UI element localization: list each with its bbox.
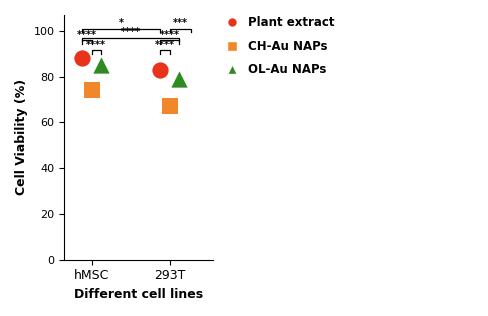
Text: ***: *** — [172, 18, 187, 28]
X-axis label: Different cell lines: Different cell lines — [74, 288, 203, 301]
Text: ****: **** — [159, 30, 179, 40]
Y-axis label: Cell Viability (%): Cell Viability (%) — [15, 79, 28, 195]
Text: ****: **** — [86, 40, 106, 50]
Text: ****: **** — [77, 30, 97, 40]
Point — [97, 63, 104, 68]
Point — [78, 56, 86, 61]
Text: *: * — [119, 18, 123, 28]
Text: ****: **** — [155, 40, 175, 50]
Legend: Plant extract, CH-Au NAPs, OL-Au NAPs: Plant extract, CH-Au NAPs, OL-Au NAPs — [220, 16, 334, 76]
Point — [165, 104, 173, 109]
Text: ****: **** — [121, 27, 141, 37]
Point — [87, 88, 95, 93]
Point — [156, 67, 164, 72]
Point — [175, 76, 183, 82]
